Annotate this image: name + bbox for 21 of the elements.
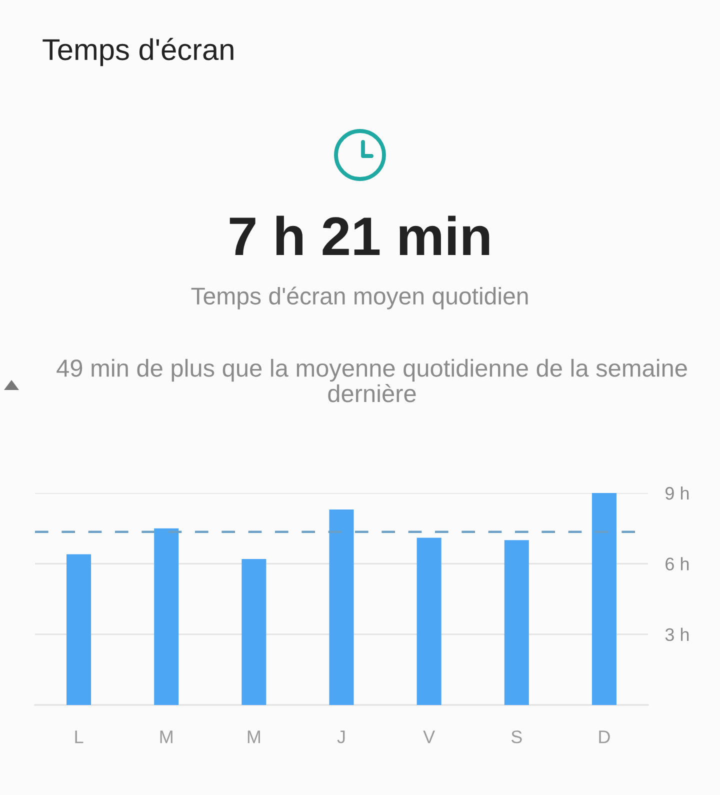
chart-subtitle: 7 h 21 min — [230, 216, 490, 256]
text: Temps d'écran moyen quotidien — [191, 286, 528, 310]
x-tick-label: J — [337, 730, 345, 744]
text: 49 min de plus que la moyenne quotidienne de la semaine dernière — [56, 358, 687, 402]
y-tick-label: 9 h — [666, 486, 689, 500]
bar — [66, 554, 92, 705]
x-tick-label: M — [248, 730, 260, 744]
bar — [242, 558, 266, 705]
y-tick-label: 6 h — [666, 557, 689, 570]
bar — [154, 528, 179, 705]
bar — [416, 538, 442, 705]
x-tick-label: V — [423, 730, 436, 744]
y-tick-label: 3 h — [665, 628, 689, 642]
bar — [592, 493, 616, 705]
x-tick-label: L — [75, 730, 84, 744]
bar — [329, 509, 354, 705]
bar — [504, 540, 529, 705]
x-tick-label: D — [599, 730, 610, 744]
x-tick-label: M — [160, 730, 172, 744]
chart-title: Temps d'écran — [42, 38, 234, 66]
x-tick-label: S — [511, 730, 522, 744]
